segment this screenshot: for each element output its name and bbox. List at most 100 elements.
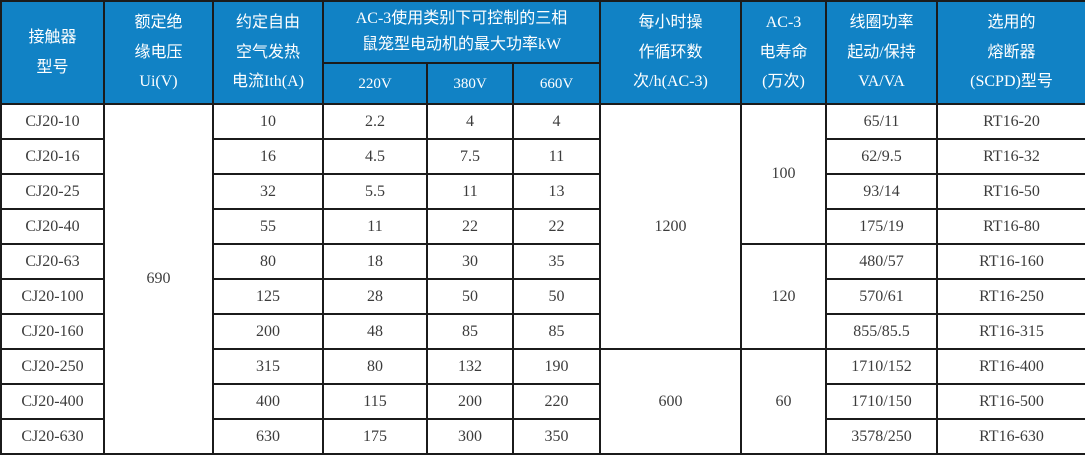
kw220-cell: 4.5	[322, 138, 428, 175]
model-cell: CJ20-25	[0, 173, 105, 210]
ith-cell: 200	[212, 313, 324, 350]
kw380-cell: 30	[426, 243, 514, 280]
header-220v: 220V	[322, 62, 428, 105]
ith-cell: 80	[212, 243, 324, 280]
table-row: CJ20-40 55 11 22 22 175/19 RT16-80	[0, 208, 1085, 245]
coil-cell: 3578/250	[825, 418, 938, 455]
life-cell: 120	[740, 243, 827, 350]
kw220-cell: 115	[322, 383, 428, 420]
header-max-power-group: AC-3使用类别下可控制的三相 鼠笼型电动机的最大功率kW	[322, 0, 601, 64]
fuse-cell: RT16-160	[936, 243, 1085, 280]
model-cell: CJ20-400	[0, 383, 105, 420]
life-cell: 100	[740, 103, 827, 245]
fuse-cell: RT16-32	[936, 138, 1085, 175]
kw380-cell: 85	[426, 313, 514, 350]
ith-cell: 630	[212, 418, 324, 455]
fuse-cell: RT16-315	[936, 313, 1085, 350]
coil-cell: 570/61	[825, 278, 938, 315]
header-thermal-current: 约定自由 空气发热 电流Ith(A)	[212, 0, 324, 105]
table-row: CJ20-25 32 5.5 11 13 93/14 RT16-50	[0, 173, 1085, 210]
coil-cell: 175/19	[825, 208, 938, 245]
ith-cell: 400	[212, 383, 324, 420]
table-row: CJ20-400 400 115 200 220 1710/150 RT16-500	[0, 383, 1085, 420]
table-row: CJ20-10 690 10 2.2 4 4 1200 100 65/11 RT16-20	[0, 103, 1085, 455]
model-cell: CJ20-63	[0, 243, 105, 280]
table-row: CJ20-100 125 28 50 50 570/61 RT16-250	[0, 278, 1085, 315]
header-electrical-life: AC-3 电寿命 (万次)	[740, 0, 827, 105]
table-body: CJ20-10 690 10 2.2 4 4 1200 100 65/11 RT16-20 CJ20…	[0, 103, 1085, 455]
cycles-cell: 1200	[599, 103, 742, 350]
kw380-cell: 50	[426, 278, 514, 315]
coil-cell: 855/85.5	[825, 313, 938, 350]
coil-cell: 480/57	[825, 243, 938, 280]
fuse-cell: RT16-500	[936, 383, 1085, 420]
header-fuse-type: 选用的 熔断器 (SCPD)型号	[936, 0, 1085, 105]
fuse-cell: RT16-400	[936, 348, 1085, 385]
kw660-cell: 85	[512, 313, 601, 350]
ith-cell: 125	[212, 278, 324, 315]
fuse-cell: RT16-20	[936, 103, 1085, 140]
header-cycles-per-hour: 每小时操 作循环数 次/h(AC-3)	[599, 0, 742, 105]
kw660-cell: 220	[512, 383, 601, 420]
kw660-cell: 190	[512, 348, 601, 385]
kw380-cell: 300	[426, 418, 514, 455]
model-cell: CJ20-16	[0, 138, 105, 175]
coil-cell: 62/9.5	[825, 138, 938, 175]
kw220-cell: 175	[322, 418, 428, 455]
kw380-cell: 22	[426, 208, 514, 245]
ith-cell: 315	[212, 348, 324, 385]
kw220-cell: 2.2	[322, 103, 428, 140]
ith-cell: 55	[212, 208, 324, 245]
header-row-top: 接触器 型号 额定绝 缘电压 Ui(V) 约定自由 空气发热 电流Ith(A) …	[0, 0, 1085, 105]
header-coil-power: 线圈功率 起动/保持 VA/VA	[825, 0, 938, 105]
header-380v: 380V	[426, 62, 514, 105]
model-cell: CJ20-100	[0, 278, 105, 315]
life-cell: 60	[740, 348, 827, 455]
kw660-cell: 35	[512, 243, 601, 280]
model-cell: CJ20-250	[0, 348, 105, 385]
coil-cell: 93/14	[825, 173, 938, 210]
kw220-cell: 80	[322, 348, 428, 385]
header-insulation-voltage: 额定绝 缘电压 Ui(V)	[103, 0, 214, 105]
kw660-cell: 50	[512, 278, 601, 315]
kw380-cell: 7.5	[426, 138, 514, 175]
kw220-cell: 11	[322, 208, 428, 245]
kw220-cell: 5.5	[322, 173, 428, 210]
header-row-sub: 220V 380V 660V	[1, 62, 1085, 105]
table-row: CJ20-63 80 18 30 35 120 480/57 RT16-160	[0, 243, 1085, 350]
header-model: 接触器 型号	[0, 0, 105, 105]
kw660-cell: 4	[512, 103, 601, 140]
fuse-cell: RT16-630	[936, 418, 1085, 455]
ith-cell: 32	[212, 173, 324, 210]
kw220-cell: 28	[322, 278, 428, 315]
fuse-cell: RT16-80	[936, 208, 1085, 245]
kw380-cell: 4	[426, 103, 514, 140]
model-cell: CJ20-40	[0, 208, 105, 245]
coil-cell: 1710/152	[825, 348, 938, 385]
table-row: CJ20-160 200 48 85 85 855/85.5 RT16-315	[0, 313, 1085, 350]
kw660-cell: 350	[512, 418, 601, 455]
coil-cell: 1710/150	[825, 383, 938, 420]
table-row: CJ20-16 16 4.5 7.5 11 62/9.5 RT16-32	[0, 138, 1085, 175]
table-header: 接触器 型号 额定绝 缘电压 Ui(V) 约定自由 空气发热 电流Ith(A) …	[0, 0, 1085, 105]
kw660-cell: 11	[512, 138, 601, 175]
model-cell: CJ20-10	[0, 103, 105, 140]
kw380-cell: 132	[426, 348, 514, 385]
kw660-cell: 13	[512, 173, 601, 210]
coil-cell: 65/11	[825, 103, 938, 140]
kw380-cell: 200	[426, 383, 514, 420]
cycles-cell: 600	[599, 348, 742, 455]
model-cell: CJ20-630	[0, 418, 105, 455]
ith-cell: 10	[212, 103, 324, 140]
model-cell: CJ20-160	[0, 313, 105, 350]
fuse-cell: RT16-50	[936, 173, 1085, 210]
table-row: CJ20-250 315 80 132 190 600 60 1710/152 RT16-400	[0, 348, 1085, 455]
kw220-cell: 48	[322, 313, 428, 350]
kw660-cell: 22	[512, 208, 601, 245]
ui-cell: 690	[103, 103, 214, 455]
header-660v: 660V	[512, 62, 601, 105]
ith-cell: 16	[212, 138, 324, 175]
kw380-cell: 11	[426, 173, 514, 210]
fuse-cell: RT16-250	[936, 278, 1085, 315]
